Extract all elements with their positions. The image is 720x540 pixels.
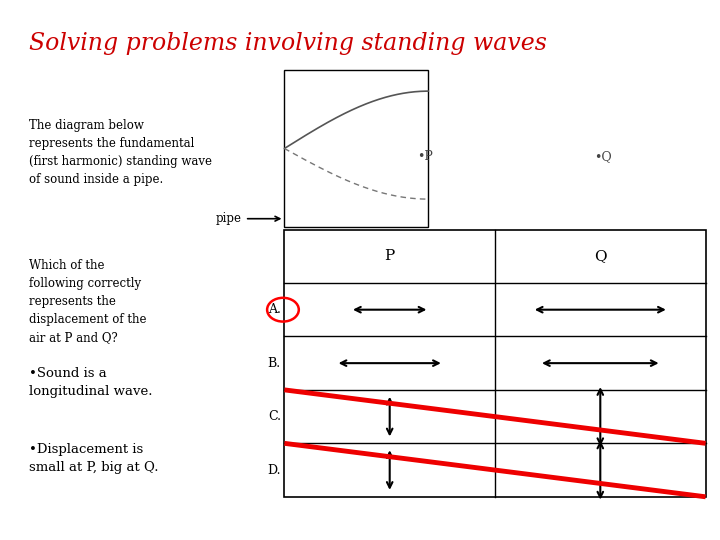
Text: A.: A. [268, 303, 281, 316]
Text: B.: B. [268, 356, 281, 370]
Text: D.: D. [267, 463, 281, 477]
FancyBboxPatch shape [284, 70, 428, 227]
Text: P: P [384, 249, 395, 263]
Text: Solving problems involving standing waves: Solving problems involving standing wave… [29, 32, 546, 56]
Text: •Q: •Q [594, 150, 612, 163]
Text: Q: Q [594, 249, 607, 263]
Text: •Displacement is
small at P, big at Q.: •Displacement is small at P, big at Q. [29, 443, 158, 474]
Text: •P: •P [418, 150, 433, 163]
Text: pipe: pipe [216, 212, 280, 225]
Text: C.: C. [268, 410, 281, 423]
Text: The diagram below
represents the fundamental
(first harmonic) standing wave
of s: The diagram below represents the fundame… [29, 119, 212, 186]
FancyBboxPatch shape [284, 230, 706, 497]
Text: •Sound is a
longitudinal wave.: •Sound is a longitudinal wave. [29, 367, 153, 398]
Text: Which of the
following correctly
represents the
displacement of the
air at P and: Which of the following correctly represe… [29, 259, 146, 344]
